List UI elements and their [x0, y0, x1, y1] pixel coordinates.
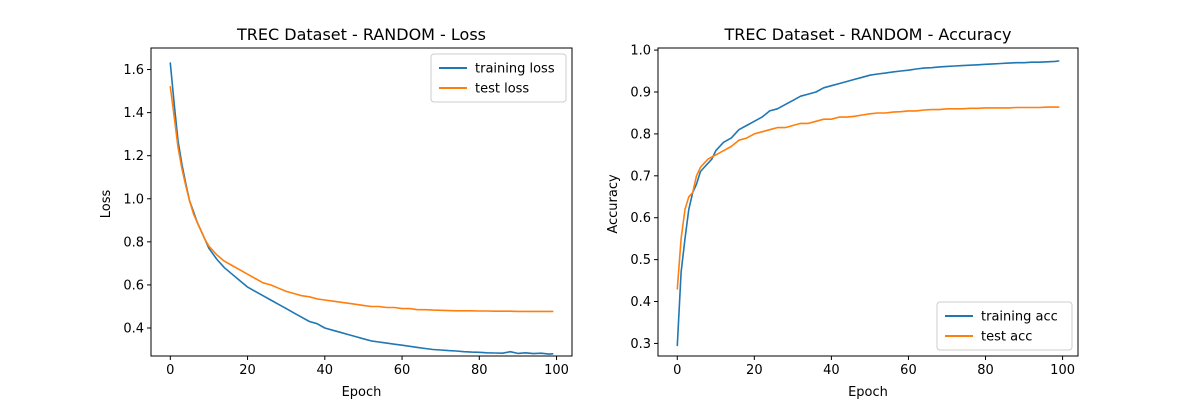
accuracy-chart-xtick-label: 100	[1050, 363, 1075, 378]
loss-chart-xtick-label: 40	[317, 363, 334, 378]
accuracy-chart-xtick-label: 0	[673, 363, 681, 378]
accuracy-chart-ytick-label: 0.8	[630, 127, 651, 142]
loss-chart-ytick-label: 1.2	[123, 149, 144, 164]
loss-chart-legend: training loss test loss	[430, 53, 567, 103]
accuracy-chart-title: TREC Dataset - RANDOM - Accuracy	[724, 25, 1012, 44]
loss-chart-legend-label: test loss	[475, 82, 529, 97]
accuracy-chart-xtick-label: 60	[900, 363, 917, 378]
accuracy-chart-ytick-label: 0.5	[630, 253, 651, 268]
loss-chart-xtick-label: 60	[394, 363, 411, 378]
loss-chart-ytick-label: 0.8	[123, 235, 144, 250]
loss-chart-panel: TREC Dataset - RANDOM - Loss Epoch Loss …	[99, 25, 573, 400]
accuracy-chart-legend: training acc test acc	[936, 301, 1073, 351]
accuracy-chart-legend-box	[936, 301, 1073, 351]
loss-chart-xtick-label: 80	[471, 363, 488, 378]
accuracy-chart-ytick-label: 0.4	[630, 295, 651, 310]
loss-chart-ytick-label: 1.6	[123, 63, 144, 78]
loss-chart-ytick-label: 1.4	[123, 106, 144, 121]
loss-chart-legend-label: training loss	[475, 62, 555, 77]
loss-chart-plot-area: 0 20 40 60 80 100 0.4 0.6 0.8 1.0 1.2 1.4 1.6 trainin…	[123, 53, 569, 378]
loss-chart-title: TREC Dataset - RANDOM - Loss	[236, 25, 486, 44]
accuracy-chart-ytick-label: 0.9	[630, 86, 651, 101]
accuracy-chart-xtick-label: 20	[746, 363, 763, 378]
accuracy-chart-ytick-label: 0.6	[630, 211, 651, 226]
accuracy-chart-panel: TREC Dataset - RANDOM - Accuracy Epoch A…	[606, 25, 1079, 400]
accuracy-chart-series-0-line	[676, 60, 1060, 347]
loss-chart-ytick-label: 0.4	[123, 322, 144, 337]
accuracy-chart-ytick-label: 0.7	[630, 169, 651, 184]
loss-chart-series-1-line	[169, 86, 554, 313]
accuracy-chart-ytick-label: 1.0	[630, 44, 651, 59]
accuracy-chart-series-1-line	[676, 106, 1060, 290]
loss-chart-ylabel: Loss	[99, 190, 114, 219]
accuracy-chart-frame	[657, 47, 1079, 357]
accuracy-chart-plot-area: 0 20 40 60 80 100 0.3 0.4 0.5 0.6 0.7 0.8 0.9 1.0 trai…	[630, 44, 1075, 378]
accuracy-chart-xtick-label: 40	[823, 363, 840, 378]
loss-chart-xtick-label: 20	[239, 363, 256, 378]
loss-chart-ytick-label: 1.0	[123, 192, 144, 207]
loss-chart-ytick-label: 0.6	[123, 278, 144, 293]
loss-chart-xtick-label: 100	[544, 363, 569, 378]
accuracy-chart-ytick-label: 0.3	[630, 337, 651, 352]
loss-chart-xlabel: Epoch	[342, 385, 382, 400]
accuracy-chart-legend-label: test acc	[981, 330, 1032, 345]
accuracy-chart-ylabel: Accuracy	[606, 174, 621, 234]
accuracy-chart-xlabel: Epoch	[848, 385, 888, 400]
loss-chart-frame	[150, 47, 573, 357]
accuracy-chart-xtick-label: 80	[977, 363, 994, 378]
loss-chart-legend-box	[430, 53, 567, 103]
accuracy-chart-legend-label: training acc	[981, 310, 1058, 325]
loss-chart-xtick-label: 0	[166, 363, 174, 378]
